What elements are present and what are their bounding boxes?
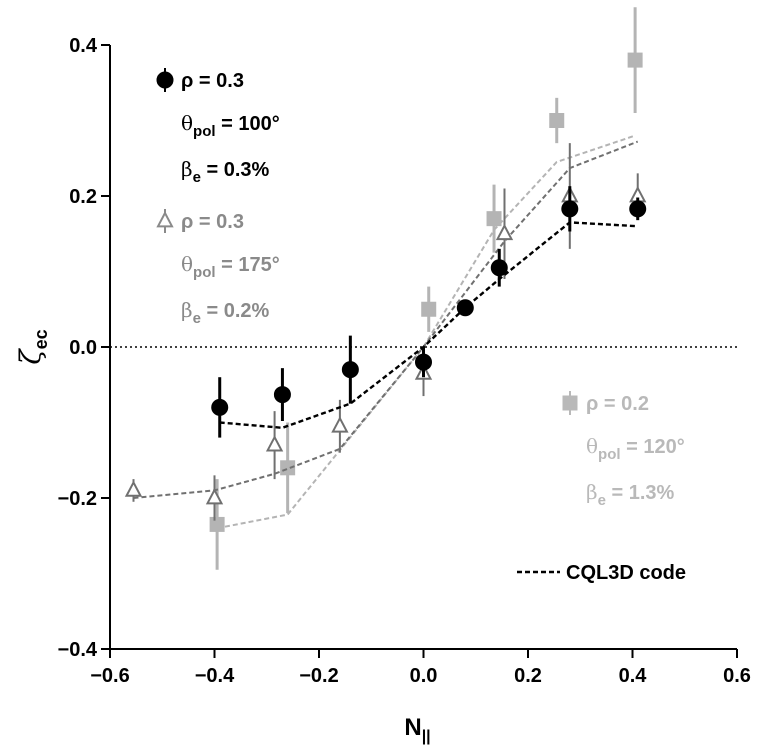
legend-rho: ρ = 0.2	[586, 393, 649, 415]
data-point-square	[209, 516, 225, 532]
y-tick-label: 0.2	[69, 186, 97, 208]
series-square	[209, 7, 643, 570]
data-point-triangle-open	[331, 416, 349, 433]
y-tick-label: −0.4	[58, 639, 98, 661]
legend-theta: θpol = 175°	[181, 252, 280, 281]
data-point-circle	[561, 200, 579, 218]
legend-theta: θpol = 120°	[586, 434, 685, 463]
x-tick-label: 0.6	[723, 665, 751, 687]
data-point-square	[486, 211, 502, 227]
legend-rho: ρ = 0.3	[181, 70, 244, 92]
data-point-circle	[211, 398, 229, 416]
data-point-triangle-open	[495, 223, 514, 241]
legend-rho: ρ = 0.3	[181, 211, 244, 233]
data-point-circle	[341, 361, 359, 379]
data-point-circle	[490, 259, 508, 277]
data-point-triangle-open	[205, 487, 224, 505]
y-tick-label: 0.4	[69, 35, 98, 57]
data-point-square	[280, 460, 296, 476]
legend-entry: ρ = 0.2 θpol = 120° βe = 1.3%	[562, 391, 685, 509]
legend-beta: βe = 0.2%	[181, 298, 270, 327]
data-point-square	[421, 301, 437, 317]
series-triangle-open	[124, 140, 647, 521]
legend-marker-circle	[156, 71, 174, 89]
data-point-circle	[629, 200, 647, 218]
fit-line-circle	[219, 221, 638, 430]
fit-line-triangle-open	[133, 140, 639, 499]
data-point-circle	[273, 386, 291, 404]
x-axis-label: N||	[404, 714, 430, 745]
legend-marker-square	[562, 395, 578, 411]
data-point-square	[549, 113, 565, 128]
legend-cql3d: CQL3D code	[517, 562, 686, 584]
y-tick-label: −0.2	[58, 488, 97, 510]
legend-entry: ρ = 0.3 θpol = 175° βe = 0.2%	[156, 209, 280, 327]
data-point-triangle-open	[265, 435, 284, 452]
data-point-circle	[415, 353, 432, 371]
legend-marker-triangle-open	[156, 210, 174, 228]
y-tick-label: 0.0	[69, 337, 97, 359]
x-tick-label: −0.6	[90, 665, 129, 687]
series-circle	[211, 186, 647, 438]
plot-area: −0.6 −0.4 −0.2 0.0 0.2 0.4 0.6 −0.4 −0.2 0.0 0.2 0.…	[14, 7, 751, 745]
legend-entry: ρ = 0.3 θpol = 100° βe = 0.3%	[156, 68, 280, 186]
x-tick-label: −0.2	[299, 665, 338, 687]
x-tick-label: 0.4	[619, 665, 648, 687]
legend-cql3d-label: CQL3D code	[566, 562, 686, 584]
y-axis-label: ζec	[14, 329, 51, 364]
data-point-square	[627, 52, 643, 68]
legend-theta: θpol = 100°	[181, 111, 280, 140]
data-point-circle	[456, 299, 474, 317]
legend-beta: βe = 1.3%	[586, 480, 675, 509]
data-point-triangle-open	[124, 480, 143, 497]
x-tick-label: 0.0	[410, 665, 438, 687]
x-tick-label: 0.2	[514, 665, 542, 687]
legend-beta: βe = 0.3%	[181, 157, 270, 186]
x-tick-label: −0.4	[195, 665, 235, 687]
